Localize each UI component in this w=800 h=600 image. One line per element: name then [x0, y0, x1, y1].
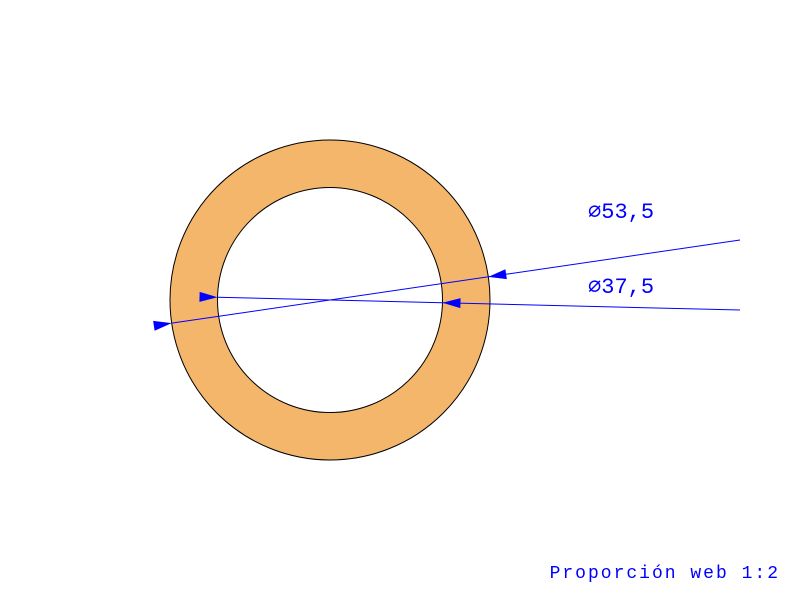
footer-scale-note: Proporción web 1:2 [550, 564, 780, 584]
outer-diameter-label: ∅53,5 [588, 200, 654, 225]
dimension-arrowhead [488, 269, 507, 279]
inner-diameter-label: ∅37,5 [588, 275, 654, 300]
dimension-arrowhead [153, 321, 172, 331]
diagram-canvas: ∅53,5 ∅37,5 Proporción web 1:2 [0, 0, 800, 600]
